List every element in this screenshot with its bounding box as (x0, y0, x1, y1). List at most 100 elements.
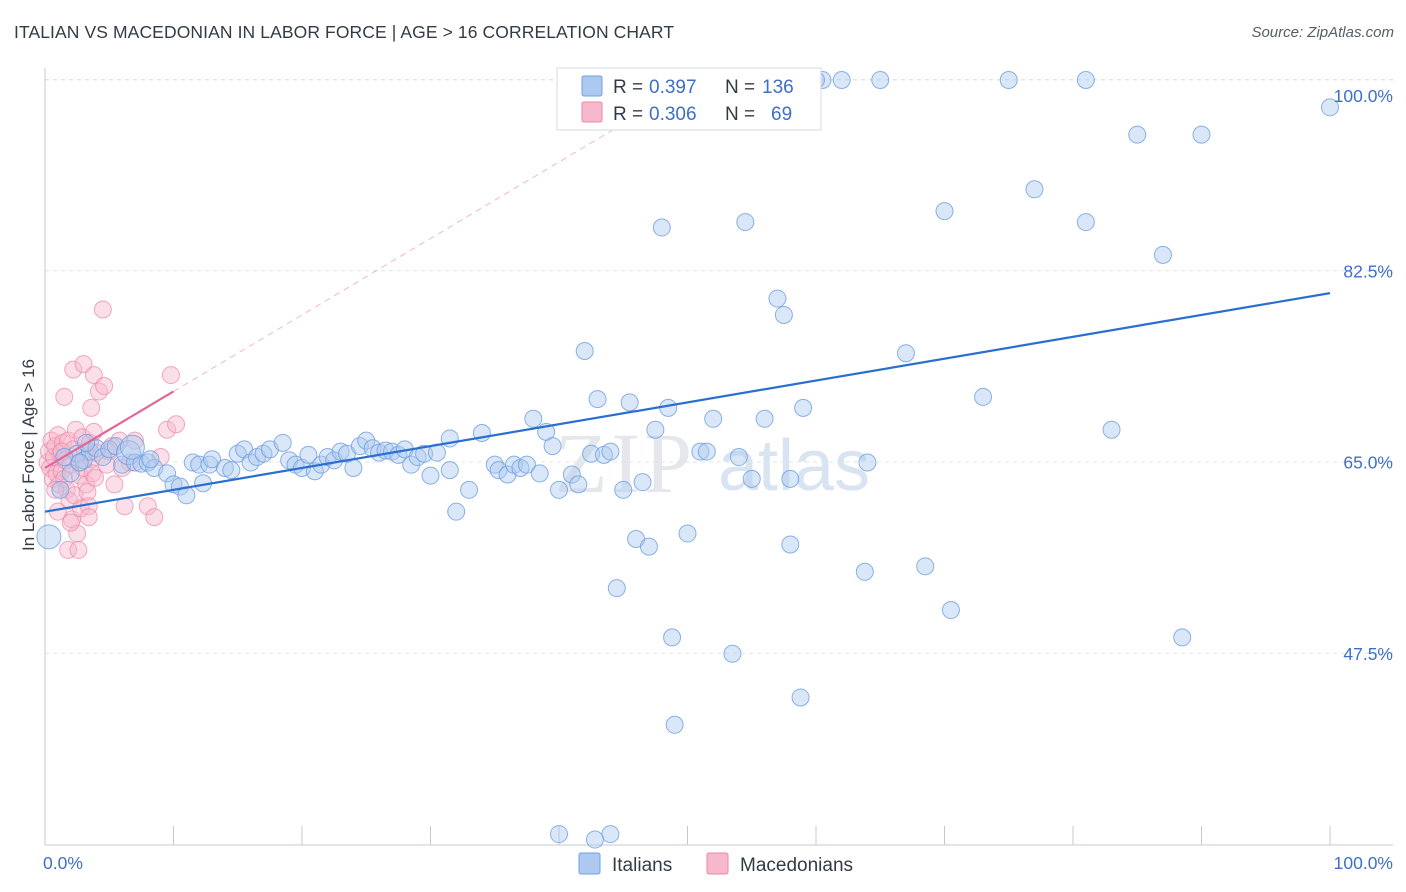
italians-points (36, 71, 1339, 849)
legend-n-label-italians: N = (725, 77, 755, 98)
italians-point (550, 825, 568, 844)
y-tick-label-2: 82.5% (1343, 261, 1393, 281)
italians-point (415, 444, 434, 463)
italians-point (646, 420, 665, 439)
italians-point (215, 458, 234, 477)
italians-point (1128, 125, 1147, 144)
italians-point (299, 445, 318, 464)
italians-point (440, 461, 459, 480)
italians-point (222, 461, 241, 480)
italians-point (858, 453, 877, 472)
italians-point (331, 442, 350, 461)
legend-italians-swatch[interactable] (578, 852, 601, 875)
legend-n-value-macedonians: 69 (771, 104, 792, 125)
italians-point (524, 409, 543, 428)
correlation-legend: R = 0.397 N = 136 R = 0.306 N = 69 (556, 67, 822, 131)
legend-r-value-macedonians: 0.306 (649, 104, 697, 125)
italians-point (357, 431, 376, 450)
macedonians-legend-swatch (581, 101, 603, 123)
macedonians-points (38, 300, 186, 559)
macedonians-point (145, 508, 164, 527)
italians-point (1321, 98, 1339, 117)
watermark-zip: ZIP (555, 415, 696, 511)
italians-point (871, 71, 890, 89)
italians-point (1102, 420, 1121, 439)
italians-legend-swatch (581, 75, 603, 97)
italians-point (543, 437, 562, 456)
legend-macedonians-label[interactable]: Macedonians (740, 855, 853, 876)
macedonians-point (115, 497, 134, 516)
macedonians-point (55, 387, 74, 406)
legend-macedonians-swatch[interactable] (706, 852, 729, 875)
macedonians-point (59, 540, 78, 559)
italians-point (729, 448, 748, 467)
italians-point (614, 480, 633, 499)
italians-point (639, 537, 658, 556)
italians-point (620, 393, 639, 412)
macedonians-point (68, 524, 87, 543)
italians-point (678, 524, 697, 543)
italians-point (999, 71, 1018, 89)
macedonians-point (138, 497, 157, 516)
macedonians-point (105, 475, 124, 494)
macedonians-point (78, 483, 97, 502)
trend-lines (44, 292, 1331, 513)
trend-extension (173, 100, 663, 392)
macedonians-point (95, 377, 114, 395)
x-tick-label-min: 0.0% (43, 853, 83, 873)
italians-point (119, 434, 145, 460)
legend-r-value-italians: 0.397 (649, 77, 697, 98)
macedonians-point (69, 540, 88, 559)
italians-point (1076, 213, 1095, 232)
legend-r-label-macedonians: R = (613, 104, 643, 125)
italians-point (70, 453, 89, 472)
italians-point (941, 601, 960, 620)
macedonians-point (167, 415, 186, 434)
macedonians-point (46, 480, 65, 499)
italians-point (781, 535, 800, 554)
italians-point (36, 524, 62, 550)
axes (44, 68, 1393, 846)
watermark-atlas: atlas (718, 426, 870, 506)
italians-point (1192, 125, 1211, 144)
macedonians-point (79, 508, 98, 527)
italians-point (562, 465, 581, 484)
italians-point (585, 830, 604, 849)
macedonians-point (64, 360, 83, 379)
italians-point (659, 398, 678, 417)
macedonians-point (86, 468, 105, 487)
italians-point (460, 480, 479, 499)
y-tick-label-3: 100.0% (1334, 86, 1393, 106)
chart-title: ITALIAN VS MACEDONIAN IN LABOR FORCE | A… (14, 22, 675, 42)
italians-point (974, 387, 993, 406)
legend-italians-label[interactable]: Italians (612, 855, 672, 876)
italians-point (691, 442, 710, 461)
italians-point (273, 433, 292, 452)
y-axis-title: In Labor Force | Age > 16 (19, 359, 38, 551)
italians-trend-line (44, 292, 1331, 513)
italians-point (601, 825, 620, 844)
y-tick-label-0: 47.5% (1343, 644, 1393, 664)
italians-point (916, 557, 935, 576)
source-label: Source: ZipAtlas.com (1251, 24, 1394, 41)
x-tick-label-max: 100.0% (1334, 853, 1393, 873)
tick-labels: 47.5% 65.0% 82.5% 100.0% (1334, 86, 1393, 664)
macedonians-point (66, 420, 85, 439)
italians-point (601, 442, 620, 461)
italians-point (1173, 628, 1192, 647)
macedonians-point (161, 366, 180, 385)
italians-point (203, 450, 222, 469)
italians-point (794, 398, 813, 417)
italians-point (665, 715, 684, 734)
italians-point (633, 473, 652, 492)
italians-point (447, 502, 466, 521)
italians-point (607, 579, 626, 598)
italians-point (774, 305, 793, 324)
series-legend: Italians Macedonians (578, 852, 853, 876)
italians-point (704, 409, 723, 428)
legend-r-label-italians: R = (613, 77, 643, 98)
italians-point (736, 213, 755, 232)
grid-lines (45, 79, 1393, 654)
italians-point (141, 450, 160, 469)
italians-point (550, 480, 568, 499)
